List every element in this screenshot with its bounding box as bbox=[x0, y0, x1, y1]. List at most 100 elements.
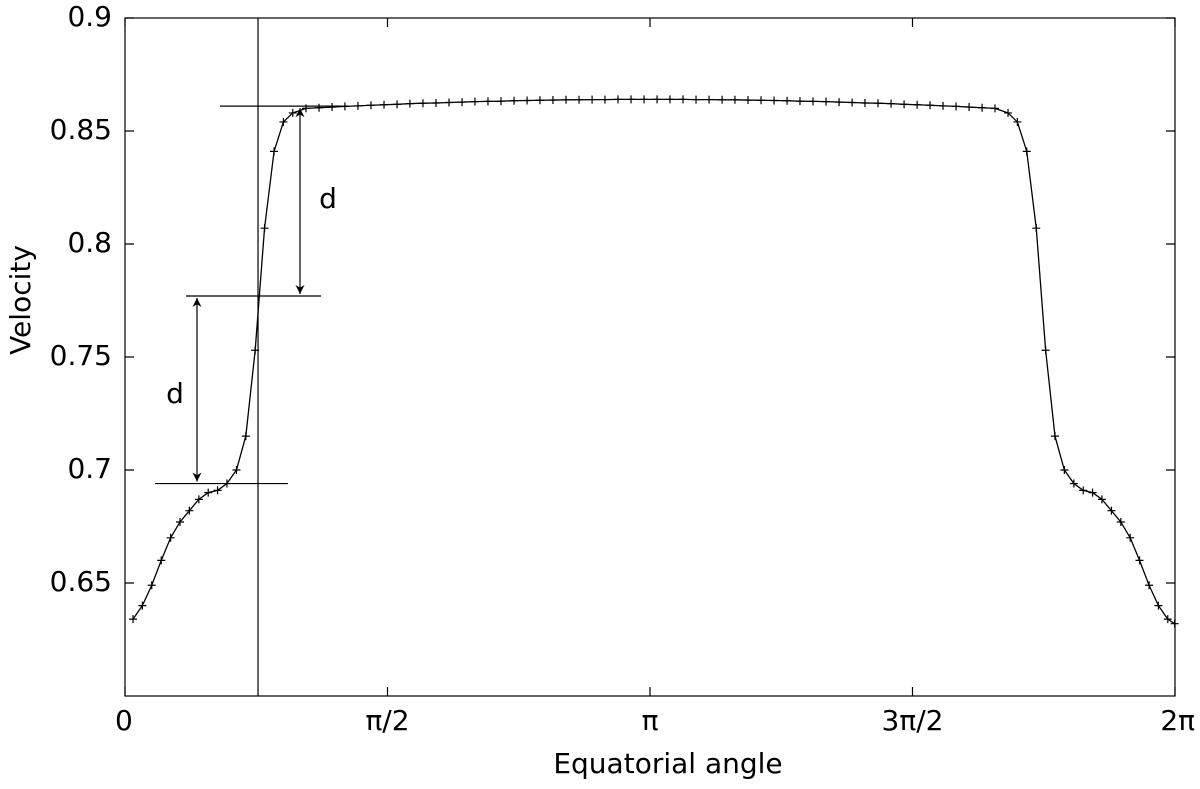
data-point bbox=[939, 101, 948, 110]
data-point bbox=[380, 100, 389, 109]
annotation: d bbox=[319, 182, 337, 215]
data-point bbox=[1013, 117, 1022, 126]
data-point bbox=[1135, 556, 1144, 565]
data-point bbox=[328, 103, 337, 112]
data-point bbox=[251, 346, 260, 355]
data-point bbox=[600, 95, 609, 104]
data-point bbox=[405, 99, 414, 108]
data-point bbox=[1088, 488, 1097, 497]
data-point bbox=[315, 103, 324, 112]
data-point bbox=[175, 517, 184, 526]
data-point bbox=[705, 95, 714, 104]
data-point bbox=[1154, 601, 1163, 610]
data-point bbox=[1097, 495, 1106, 504]
data-point bbox=[523, 96, 532, 105]
data-point bbox=[483, 97, 492, 106]
data-point bbox=[900, 100, 909, 109]
data-point bbox=[1079, 486, 1088, 495]
data-point bbox=[795, 97, 804, 106]
data-point bbox=[1107, 506, 1116, 515]
y-tick-label: 0.85 bbox=[50, 113, 112, 146]
data-point bbox=[588, 95, 597, 104]
data-point bbox=[965, 103, 974, 112]
data-point bbox=[913, 100, 922, 109]
data-point bbox=[418, 99, 427, 108]
data-point bbox=[730, 95, 739, 104]
x-axis-title: Equatorial angle bbox=[553, 747, 782, 780]
x-tick-label: π bbox=[642, 704, 659, 737]
data-point bbox=[353, 101, 362, 110]
data-point bbox=[548, 96, 557, 105]
data-point bbox=[952, 102, 961, 111]
data-point bbox=[627, 95, 636, 104]
data-point bbox=[1050, 432, 1059, 441]
data-point bbox=[1170, 619, 1179, 628]
data-point bbox=[431, 98, 440, 107]
data-point bbox=[445, 98, 454, 107]
data-point bbox=[978, 103, 987, 112]
data-point bbox=[366, 101, 375, 110]
data-point bbox=[848, 98, 857, 107]
data-point bbox=[510, 96, 519, 105]
data-point bbox=[1163, 615, 1172, 624]
data-point bbox=[458, 98, 467, 107]
data-point bbox=[1116, 517, 1125, 526]
data-point bbox=[874, 99, 883, 108]
data-point bbox=[575, 95, 584, 104]
data-point bbox=[241, 432, 250, 441]
data-point bbox=[535, 96, 544, 105]
data-point bbox=[138, 601, 147, 610]
y-tick-label: 0.9 bbox=[67, 0, 112, 33]
data-point bbox=[157, 556, 166, 565]
data-point bbox=[1041, 346, 1050, 355]
x-tick-label: 3π/2 bbox=[882, 704, 944, 737]
x-tick-label: 2π bbox=[1160, 704, 1195, 737]
annotation: d bbox=[166, 377, 184, 410]
data-point bbox=[185, 506, 194, 515]
data-point bbox=[1145, 581, 1154, 590]
data-point bbox=[270, 147, 279, 156]
data-point bbox=[260, 224, 269, 233]
data-point bbox=[301, 104, 310, 113]
data-point bbox=[1126, 533, 1135, 542]
data-point bbox=[692, 95, 701, 104]
data-point bbox=[497, 97, 506, 106]
data-point bbox=[393, 100, 402, 109]
y-tick-label: 0.75 bbox=[50, 339, 112, 372]
data-point bbox=[279, 117, 288, 126]
data-point bbox=[232, 466, 241, 474]
data-point bbox=[835, 98, 844, 107]
y-tick-label: 0.65 bbox=[50, 565, 112, 598]
data-point bbox=[757, 96, 766, 105]
data-point bbox=[887, 99, 896, 108]
data-point bbox=[1004, 108, 1013, 117]
data-point bbox=[166, 533, 175, 542]
y-tick-label: 0.7 bbox=[67, 452, 112, 485]
data-point bbox=[194, 495, 203, 504]
data-point bbox=[990, 104, 999, 113]
data-point bbox=[640, 95, 649, 104]
y-tick-label: 0.8 bbox=[67, 226, 112, 259]
data-point bbox=[147, 581, 156, 590]
data-point bbox=[653, 95, 662, 104]
data-point bbox=[222, 479, 231, 488]
data-point bbox=[1032, 224, 1041, 233]
data-point bbox=[743, 96, 752, 105]
data-point bbox=[822, 97, 831, 106]
data-point bbox=[613, 95, 622, 104]
x-tick-label: 0 bbox=[115, 704, 133, 737]
data-point bbox=[1060, 466, 1069, 474]
x-tick-label: π/2 bbox=[365, 704, 409, 737]
data-point bbox=[129, 615, 138, 624]
data-point bbox=[213, 486, 222, 495]
data-point bbox=[288, 108, 297, 117]
data-point bbox=[1022, 147, 1031, 156]
data-point bbox=[809, 97, 818, 106]
data-point bbox=[665, 95, 674, 104]
data-line bbox=[132, 98, 1175, 625]
data-point bbox=[925, 101, 934, 110]
data-point bbox=[1069, 479, 1078, 488]
data-point bbox=[204, 488, 213, 497]
